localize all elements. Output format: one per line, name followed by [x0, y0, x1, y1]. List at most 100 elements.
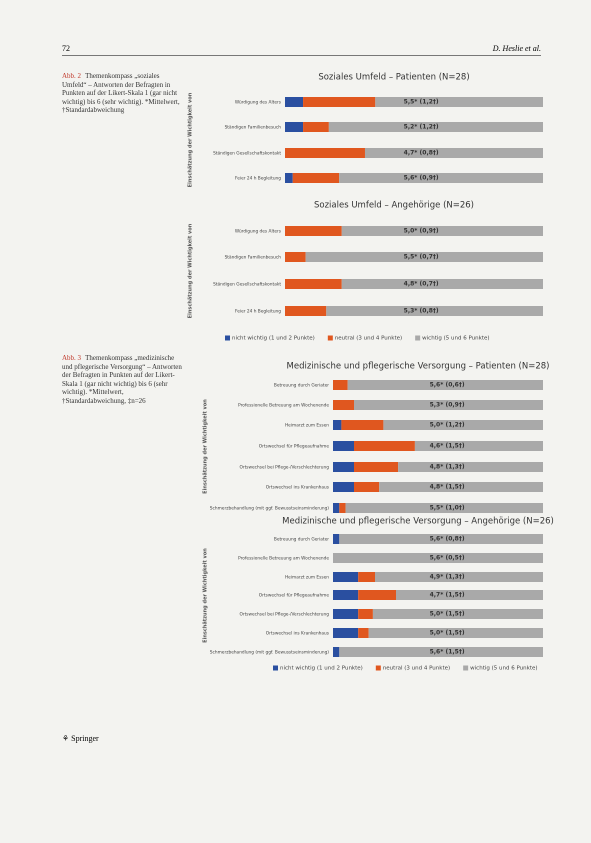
bar-annotation: 5,6* (0,5†) [430, 555, 465, 562]
category-label: Schmerzbehandlung (mit ggf. Bewusstseins… [210, 650, 330, 656]
bar-segment [358, 572, 375, 582]
category-label: Ortswechsel ins Krankenhaus [266, 631, 330, 637]
caption-label: Abb. 3 [62, 354, 82, 362]
caption-label: Abb. 2 [62, 72, 82, 80]
bar-segment [292, 173, 340, 183]
bar-annotation: 4,8* (1,5†) [430, 484, 465, 491]
bar-segment [375, 97, 543, 107]
bar-annotation: 5,6* (0,8†) [430, 536, 465, 543]
bar-annotation: 5,3* (0,8†) [404, 308, 439, 315]
legend-label: neutral (3 und 4 Punkte) [335, 336, 402, 342]
bar-annotation: 5,3* (0,9†) [430, 402, 465, 409]
bar-segment [347, 380, 543, 390]
bar-segment [285, 97, 304, 107]
bar-segment [339, 173, 543, 183]
bar-segment [354, 462, 399, 472]
bar-annotation: 4,9* (1,3†) [430, 574, 465, 581]
legend-swatch [375, 665, 381, 671]
bar-annotation: 4,7* (0,8†) [404, 150, 439, 157]
legend-label: nicht wichtig (1 und 2 Punkte) [232, 336, 315, 342]
category-label: Feier 24 h Begleitung [235, 309, 281, 315]
legend-label: wichtig (5 und 6 Punkte) [470, 666, 537, 672]
category-label: Ortswechsel für Pflegeaufnahme [259, 444, 330, 450]
bar-segment [383, 420, 543, 430]
category-label: Betreuung durch Geriater [274, 383, 329, 389]
bar-segment [341, 420, 384, 430]
bar-segment [341, 279, 543, 289]
bar-segment [285, 306, 327, 316]
category-label: Heimarzt zum Essen [285, 575, 329, 581]
category-label: Feier 24 h Begleitung [235, 176, 281, 182]
caption-text: Themenkompass „medizinische und pflegeri… [62, 354, 182, 405]
bar-segment [285, 173, 293, 183]
bar-segment [379, 482, 543, 492]
bar-annotation: 5,5* (1,2†) [404, 99, 439, 106]
bar-segment [333, 534, 340, 544]
bar-segment [333, 553, 543, 563]
bar-segment [339, 534, 543, 544]
bar-segment [358, 628, 369, 638]
legend-label: nicht wichtig (1 und 2 Punkte) [280, 666, 363, 672]
bar-segment [285, 279, 342, 289]
bar-annotation: 4,8* (1,3†) [430, 464, 465, 471]
chart-title: Medizinische und pflegerische Versorgung… [282, 517, 554, 527]
bar-segment [414, 441, 543, 451]
bar-annotation: 5,6* (1,5†) [430, 649, 465, 656]
bar-segment [345, 503, 543, 513]
legend-swatch [225, 335, 230, 341]
running-head: D. Heslie et al. [492, 44, 541, 53]
bar-segment [285, 148, 365, 158]
bar-segment [354, 482, 380, 492]
bar-segment [303, 97, 376, 107]
category-label: Ständigen Familienbesuch [225, 255, 282, 261]
bar-segment [326, 306, 543, 316]
category-label: Ortswechsel bei Pflege-/Verschlechterung [239, 465, 329, 471]
category-label: Ortswechsel ins Krankenhaus [266, 485, 330, 491]
bar-segment [285, 252, 306, 262]
bar-segment [358, 609, 373, 619]
bar-segment [333, 503, 340, 513]
category-label: Heimarzt zum Essen [285, 423, 329, 429]
bar-annotation: 5,0* (1,5†) [430, 630, 465, 637]
footer-logo: ⚘ Springer [62, 734, 99, 743]
bar-segment [328, 122, 543, 132]
bar-segment [339, 503, 346, 513]
bar-segment [341, 226, 543, 236]
y-axis-label: Einschätzung der Wichtigkeit von [203, 399, 209, 494]
bar-segment [333, 609, 359, 619]
bar-segment [398, 462, 543, 472]
bar-segment [333, 647, 340, 657]
bar-annotation: 5,6* (0,9†) [404, 175, 439, 182]
bar-annotation: 4,7* (1,5†) [430, 592, 465, 599]
legend-swatch [415, 335, 421, 341]
bar-segment [333, 420, 342, 430]
category-label: Ständigen Gesellschaftskontakt [213, 282, 281, 288]
bar-annotation: 5,6* (0,6†) [430, 382, 465, 389]
bar-annotation: 5,0* (1,2†) [430, 422, 465, 429]
caption: Abb. 3 Themenkompass „medizinische und pf… [62, 354, 182, 406]
bar-segment [333, 441, 354, 451]
category-label: Schmerzbehandlung (mit ggf. Bewusstseins… [210, 506, 330, 512]
bar-annotation: 5,0* (0,9†) [404, 228, 439, 235]
bar-segment [368, 628, 543, 638]
bar-segment [358, 590, 396, 600]
category-label: Professionelle Betreuung am Wochenende [238, 556, 329, 562]
bar-segment [333, 400, 354, 410]
legend-swatch [327, 335, 333, 341]
bar-annotation: 5,2* (1,2†) [404, 124, 439, 131]
bar-annotation: 5,5* (1,0†) [430, 505, 465, 512]
bar-annotation: 4,8* (0,7†) [404, 281, 439, 288]
bar-segment [285, 226, 342, 236]
bar-segment [333, 590, 359, 600]
bar-segment [339, 647, 543, 657]
category-label: Professionelle Betreuung am Wochenende [238, 403, 329, 409]
bar-segment [333, 628, 359, 638]
page-number: 72 [62, 44, 70, 53]
bar-segment [303, 122, 329, 132]
bar-segment [333, 572, 359, 582]
y-axis-label: Einschätzung der Wichtigkeit von [188, 92, 194, 187]
bar-segment [396, 590, 543, 600]
bar-segment [354, 441, 415, 451]
